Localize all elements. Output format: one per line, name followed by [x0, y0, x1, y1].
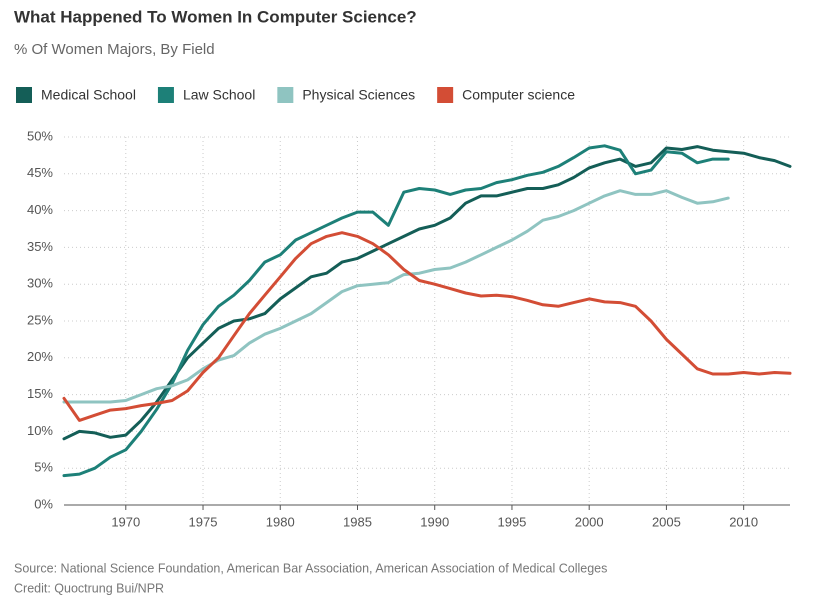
y-tick-label: 45% — [27, 165, 53, 180]
y-tick-label: 20% — [27, 349, 53, 364]
legend-swatch — [157, 87, 174, 103]
x-tick-label: 1990 — [420, 514, 449, 529]
y-tick-label: 0% — [34, 496, 53, 511]
x-tick-label: 1970 — [111, 514, 140, 529]
legend-label: Physical Sciences — [302, 87, 415, 103]
y-tick-label: 50% — [27, 128, 53, 143]
y-tick-label: 25% — [27, 312, 53, 327]
credit-note: Credit: Quoctrung Bui/NPR — [14, 581, 164, 595]
x-tick-label: 2000 — [575, 514, 604, 529]
y-tick-label: 5% — [34, 460, 53, 475]
x-tick-label: 1975 — [189, 514, 218, 529]
x-tick-label: 1995 — [497, 514, 526, 529]
y-tick-label: 10% — [27, 423, 53, 438]
x-tick-label: 2010 — [729, 514, 758, 529]
series-line — [62, 231, 792, 422]
legend-swatch — [437, 87, 454, 103]
x-tick-label: 2005 — [652, 514, 681, 529]
x-tick-label: 1985 — [343, 514, 372, 529]
y-tick-label: 15% — [27, 386, 53, 401]
source-note: Source: National Science Foundation, Ame… — [14, 561, 607, 575]
series-line — [62, 189, 730, 404]
y-tick-label: 40% — [27, 202, 53, 217]
legend-swatch — [277, 87, 294, 103]
legend-label: Computer science — [462, 87, 575, 103]
legend-swatch — [16, 87, 32, 103]
y-tick-label: 35% — [27, 239, 53, 254]
legend-label: Medical School — [41, 87, 136, 103]
chart-subtitle: % Of Women Majors, By Field — [14, 41, 215, 58]
series-line — [62, 145, 792, 441]
chart-title: What Happened To Women In Computer Scien… — [14, 7, 417, 26]
x-tick-label: 1980 — [266, 514, 295, 529]
legend-label: Law School — [183, 87, 255, 103]
series-line — [62, 144, 730, 478]
y-tick-label: 30% — [27, 276, 53, 291]
